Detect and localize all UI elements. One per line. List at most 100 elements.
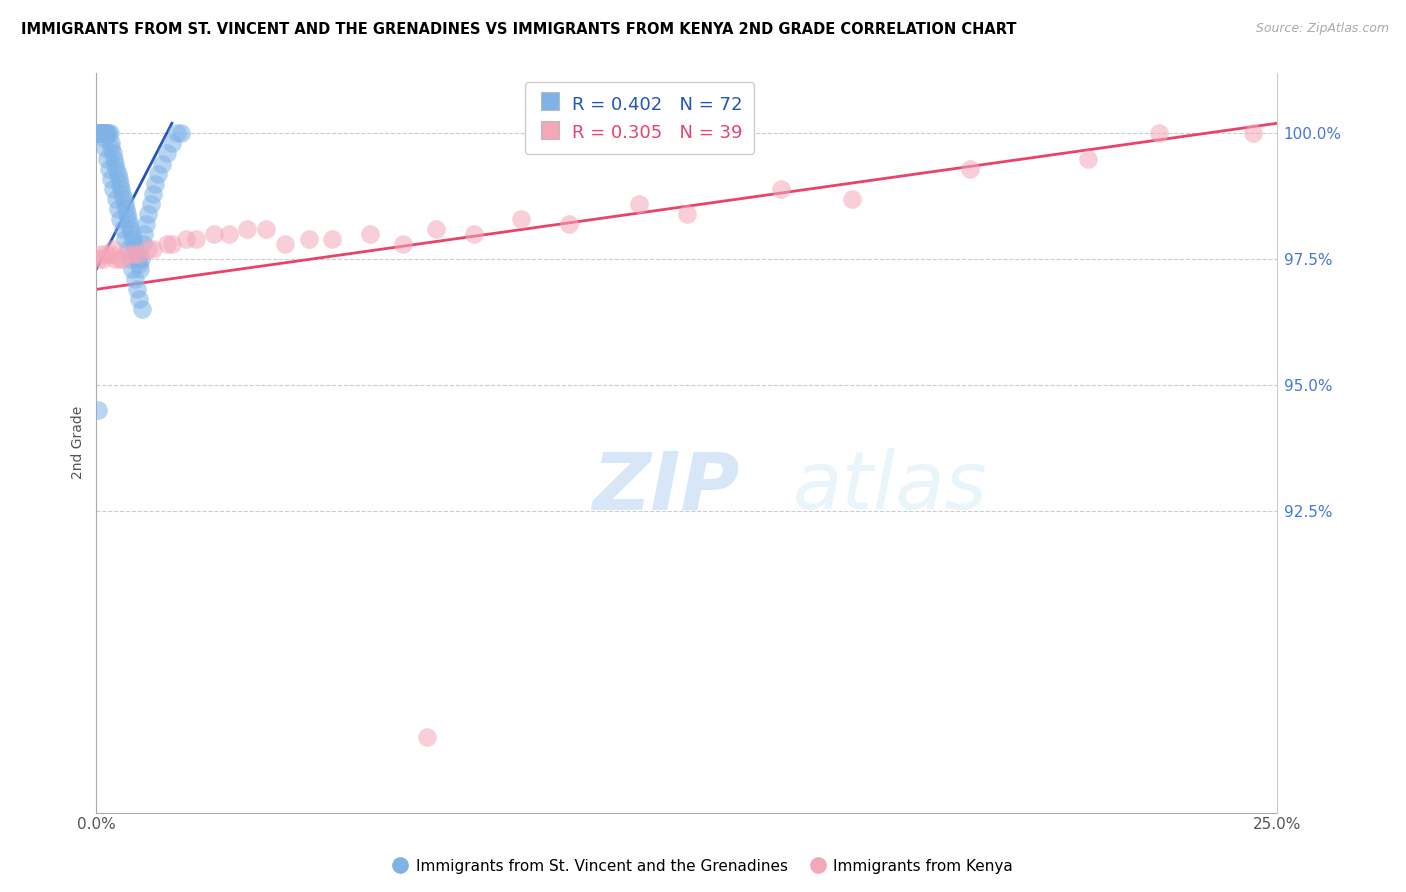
- Y-axis label: 2nd Grade: 2nd Grade: [72, 406, 86, 479]
- Point: [103, 152, 125, 166]
- Point: [107, 167, 129, 181]
- Text: Source: ZipAtlas.com: Source: ZipAtlas.com: [1256, 22, 1389, 36]
- Point: [94, 126, 117, 140]
- Point: [87, 403, 110, 417]
- Point: [463, 227, 485, 241]
- Point: [87, 252, 110, 267]
- Point: [122, 247, 145, 261]
- Point: [128, 293, 150, 307]
- Point: [100, 171, 122, 186]
- Point: [160, 237, 183, 252]
- Point: [120, 222, 142, 236]
- Point: [115, 207, 138, 221]
- Point: [121, 227, 143, 241]
- Point: [135, 217, 157, 231]
- Point: [114, 202, 136, 216]
- Point: [107, 202, 129, 216]
- Point: [100, 136, 122, 151]
- Point: [145, 177, 167, 191]
- Point: [122, 232, 145, 246]
- Point: [146, 167, 169, 181]
- Point: [90, 126, 112, 140]
- Point: [117, 242, 139, 256]
- Point: [93, 126, 115, 140]
- Point: [100, 141, 122, 155]
- Point: [94, 247, 117, 261]
- Point: [111, 186, 134, 201]
- Point: [122, 237, 145, 252]
- Point: [156, 146, 179, 161]
- Point: [93, 131, 115, 145]
- Legend: Immigrants from St. Vincent and the Grenadines, Immigrants from Kenya: Immigrants from St. Vincent and the Gren…: [387, 853, 1019, 880]
- Point: [139, 196, 162, 211]
- Point: [156, 237, 179, 252]
- Point: [111, 252, 134, 267]
- Point: [218, 227, 240, 241]
- Point: [98, 161, 121, 176]
- Point: [125, 247, 148, 261]
- Point: [160, 136, 183, 151]
- Point: [127, 252, 149, 267]
- Point: [124, 242, 146, 256]
- Point: [110, 211, 132, 226]
- Point: [103, 182, 125, 196]
- Point: [104, 192, 127, 206]
- Point: [112, 192, 135, 206]
- Point: [136, 207, 159, 221]
- Point: [274, 237, 297, 252]
- Point: [91, 126, 114, 140]
- Point: [110, 182, 132, 196]
- Point: [416, 730, 439, 744]
- Legend: R = 0.402   N = 72, R = 0.305   N = 39: R = 0.402 N = 72, R = 0.305 N = 39: [526, 82, 754, 154]
- Point: [108, 171, 131, 186]
- Point: [770, 182, 793, 196]
- Point: [117, 211, 139, 226]
- Point: [129, 252, 152, 267]
- Text: ZIP: ZIP: [592, 448, 740, 526]
- Point: [124, 272, 146, 286]
- Point: [105, 161, 128, 176]
- Point: [510, 211, 533, 226]
- Point: [136, 242, 159, 256]
- Point: [132, 227, 155, 241]
- Text: atlas: atlas: [793, 448, 987, 526]
- Point: [89, 126, 111, 140]
- Point: [94, 141, 117, 155]
- Point: [174, 232, 197, 246]
- Point: [236, 222, 259, 236]
- Point: [111, 222, 134, 236]
- Point: [100, 247, 122, 261]
- Point: [142, 186, 165, 201]
- Point: [96, 126, 118, 140]
- Point: [359, 227, 381, 241]
- Point: [108, 177, 131, 191]
- Point: [131, 237, 153, 252]
- Point: [298, 232, 321, 246]
- Point: [628, 196, 651, 211]
- Point: [118, 252, 141, 267]
- Point: [184, 232, 207, 246]
- Point: [87, 126, 110, 140]
- Text: IMMIGRANTS FROM ST. VINCENT AND THE GRENADINES VS IMMIGRANTS FROM KENYA 2ND GRAD: IMMIGRANTS FROM ST. VINCENT AND THE GREN…: [21, 22, 1017, 37]
- Point: [254, 222, 277, 236]
- Point: [91, 126, 114, 140]
- Point: [131, 302, 153, 317]
- Point: [321, 232, 343, 246]
- Point: [87, 126, 110, 140]
- Point: [94, 126, 117, 140]
- Point: [104, 156, 127, 170]
- Point: [104, 252, 127, 267]
- Point: [118, 247, 141, 261]
- Point: [675, 207, 697, 221]
- Point: [98, 126, 121, 140]
- Point: [90, 247, 112, 261]
- Point: [128, 257, 150, 271]
- Point: [114, 196, 136, 211]
- Point: [557, 217, 579, 231]
- Point: [425, 222, 447, 236]
- Point: [128, 247, 150, 261]
- Point: [108, 252, 131, 267]
- Point: [152, 156, 174, 170]
- Point: [202, 227, 225, 241]
- Point: [125, 282, 148, 296]
